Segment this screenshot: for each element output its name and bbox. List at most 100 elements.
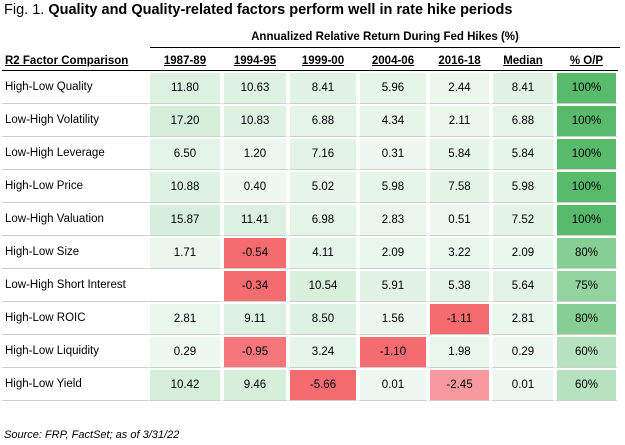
value-cell: 15.87 bbox=[148, 203, 222, 236]
table-row: Low-High Leverage 6.50 1.20 7.16 0.31 5.84 5.8… bbox=[2, 137, 618, 170]
figure-title-text: Quality and Quality-related factors perf… bbox=[48, 2, 513, 18]
column-header: 1994-95 bbox=[222, 51, 288, 71]
row-label: High-Low Quality bbox=[2, 71, 148, 104]
column-header: 1999-00 bbox=[288, 51, 358, 71]
value-cell: 5.64 bbox=[491, 269, 555, 302]
value-cell: 8.41 bbox=[491, 71, 555, 104]
value-cell: 5.84 bbox=[491, 137, 555, 170]
value-cell: 5.38 bbox=[428, 269, 491, 302]
column-header: 2004-06 bbox=[358, 51, 428, 71]
value-cell: 3.22 bbox=[428, 236, 491, 269]
value-cell: 5.98 bbox=[358, 170, 428, 203]
value-cell: 2.81 bbox=[491, 302, 555, 335]
row-label: High-Low Size bbox=[2, 236, 148, 269]
value-cell: 7.16 bbox=[288, 137, 358, 170]
value-cell: 9.46 bbox=[222, 368, 288, 401]
value-cell: 1.20 bbox=[222, 137, 288, 170]
value-cell: 0.51 bbox=[428, 203, 491, 236]
value-cell: 9.11 bbox=[222, 302, 288, 335]
header-row: R2 Factor Comparison 1987-89 1994-95 199… bbox=[2, 51, 618, 71]
value-cell: 2.83 bbox=[358, 203, 428, 236]
table-row: Low-High Short Interest -0.34 10.54 5.91 5.3… bbox=[2, 269, 618, 302]
value-cell: 2.81 bbox=[148, 302, 222, 335]
value-cell: -0.34 bbox=[222, 269, 288, 302]
value-cell: 1.71 bbox=[148, 236, 222, 269]
value-cell: -5.66 bbox=[288, 368, 358, 401]
row-label: High-Low Price bbox=[2, 170, 148, 203]
table-body: High-Low Quality 11.80 10.63 8.41 5.96 2.44 8.… bbox=[2, 71, 618, 401]
value-cell: 100% bbox=[555, 137, 618, 170]
figure-label: Fig. 1. bbox=[4, 2, 45, 18]
table-row: Low-High Volatility 17.20 10.83 6.88 4.34 2.1… bbox=[2, 104, 618, 137]
column-group-header: Annualized Relative Return During Fed Hi… bbox=[251, 31, 519, 43]
table-row: High-Low Yield 10.42 9.46 -5.66 0.01 -2.45 0.0… bbox=[2, 368, 618, 401]
value-cell: 80% bbox=[555, 302, 618, 335]
value-cell: 10.42 bbox=[148, 368, 222, 401]
value-cell: 0.29 bbox=[148, 335, 222, 368]
value-cell: 5.91 bbox=[358, 269, 428, 302]
value-cell: -0.95 bbox=[222, 335, 288, 368]
row-label: High-Low ROIC bbox=[2, 302, 148, 335]
value-cell: 0.01 bbox=[358, 368, 428, 401]
value-cell: 100% bbox=[555, 170, 618, 203]
row-label: Low-High Leverage bbox=[2, 137, 148, 170]
value-cell: 2.44 bbox=[428, 71, 491, 104]
value-cell: 100% bbox=[555, 203, 618, 236]
value-cell bbox=[148, 269, 222, 302]
value-cell: 2.09 bbox=[491, 236, 555, 269]
value-cell: 10.83 bbox=[222, 104, 288, 137]
value-cell: 3.24 bbox=[288, 335, 358, 368]
value-cell: 2.09 bbox=[358, 236, 428, 269]
value-cell: -0.54 bbox=[222, 236, 288, 269]
table-row: High-Low Price 10.88 0.40 5.02 5.98 7.58 5.98 1… bbox=[2, 170, 618, 203]
column-header: % O/P bbox=[555, 51, 618, 71]
row-header-label: R2 Factor Comparison bbox=[2, 51, 148, 71]
row-label: Low-High Valuation bbox=[2, 203, 148, 236]
column-header: Median bbox=[491, 51, 555, 71]
value-cell: 5.96 bbox=[358, 71, 428, 104]
row-label: Low-High Short Interest bbox=[2, 269, 148, 302]
value-cell: 8.50 bbox=[288, 302, 358, 335]
row-label: High-Low Liquidity bbox=[2, 335, 148, 368]
value-cell: 8.41 bbox=[288, 71, 358, 104]
value-cell: 5.98 bbox=[491, 170, 555, 203]
value-cell: 17.20 bbox=[148, 104, 222, 137]
value-cell: 100% bbox=[555, 104, 618, 137]
value-cell: 4.34 bbox=[358, 104, 428, 137]
table-row: High-Low Liquidity 0.29 -0.95 3.24 -1.10 1.98… bbox=[2, 335, 618, 368]
value-cell: 10.63 bbox=[222, 71, 288, 104]
table-row: High-Low Quality 11.80 10.63 8.41 5.96 2.44 8.… bbox=[2, 71, 618, 104]
value-cell: 0.01 bbox=[491, 368, 555, 401]
value-cell: 60% bbox=[555, 368, 618, 401]
value-cell: 80% bbox=[555, 236, 618, 269]
value-cell: 7.58 bbox=[428, 170, 491, 203]
value-cell: 2.11 bbox=[428, 104, 491, 137]
value-cell: 10.54 bbox=[288, 269, 358, 302]
value-cell: 75% bbox=[555, 269, 618, 302]
table-row: High-Low ROIC 2.81 9.11 8.50 1.56 -1.11 2.81 80… bbox=[2, 302, 618, 335]
value-cell: 6.98 bbox=[288, 203, 358, 236]
value-cell: -1.10 bbox=[358, 335, 428, 368]
value-cell: 100% bbox=[555, 71, 618, 104]
value-cell: 5.84 bbox=[428, 137, 491, 170]
value-cell: 6.88 bbox=[288, 104, 358, 137]
value-cell: 1.56 bbox=[358, 302, 428, 335]
value-cell: 4.11 bbox=[288, 236, 358, 269]
table-row: Low-High Valuation 15.87 11.41 6.98 2.83 0.51… bbox=[2, 203, 618, 236]
factor-return-table: R2 Factor Comparison 1987-89 1994-95 199… bbox=[2, 51, 618, 401]
value-cell: 10.88 bbox=[148, 170, 222, 203]
column-group-underline bbox=[150, 47, 620, 48]
column-header: 1987-89 bbox=[148, 51, 222, 71]
column-header: 2016-18 bbox=[428, 51, 491, 71]
value-cell: 60% bbox=[555, 335, 618, 368]
value-cell: 1.98 bbox=[428, 335, 491, 368]
value-cell: 11.41 bbox=[222, 203, 288, 236]
source-note: Source: FRP, FactSet; as of 3/31/22 bbox=[4, 429, 180, 441]
table-row: High-Low Size 1.71 -0.54 4.11 2.09 3.22 2.09 80… bbox=[2, 236, 618, 269]
value-cell: -1.11 bbox=[428, 302, 491, 335]
figure-title: Fig. 1. Quality and Quality-related fact… bbox=[4, 2, 512, 18]
value-cell: 11.80 bbox=[148, 71, 222, 104]
row-label: High-Low Yield bbox=[2, 368, 148, 401]
value-cell: 6.50 bbox=[148, 137, 222, 170]
value-cell: 0.40 bbox=[222, 170, 288, 203]
